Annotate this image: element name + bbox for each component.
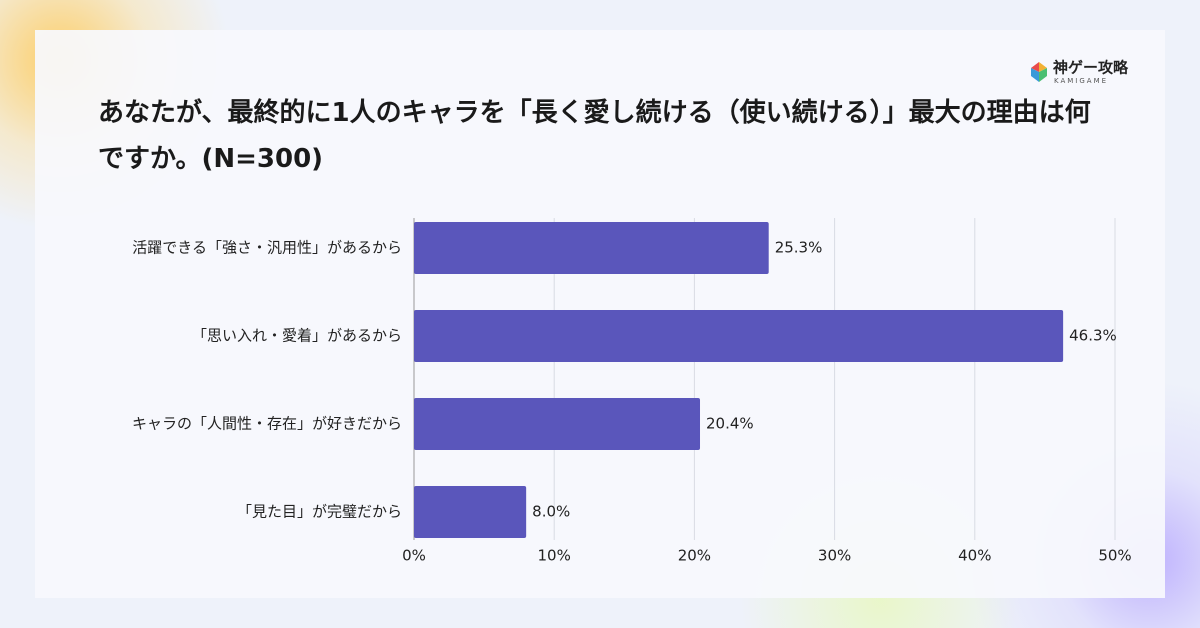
logo-text: 神ゲー攻略 <box>1053 59 1129 77</box>
x-tick-label: 0% <box>402 547 426 565</box>
bar <box>414 398 701 450</box>
chart-title: あなたが、最終的に1人のキャラを「長く愛し続ける（使い続ける）」最大の理由は何で… <box>98 98 1091 174</box>
value-label: 25.3% <box>775 239 823 257</box>
bar <box>414 310 1064 362</box>
y-tick-label: 活躍できる「強さ・汎用性」があるから <box>132 239 402 257</box>
x-tick-label: 50% <box>1098 547 1131 565</box>
value-label: 20.4% <box>706 415 754 433</box>
value-label: 46.3% <box>1069 327 1117 345</box>
x-tick-label: 20% <box>678 547 711 565</box>
logo-icon <box>1031 62 1047 82</box>
bar <box>414 486 527 538</box>
y-tick-label: 「思い入れ・愛着」があるから <box>192 327 402 345</box>
x-tick-label: 40% <box>958 547 991 565</box>
x-tick-label: 10% <box>538 547 571 565</box>
y-tick-label: キャラの「人間性・存在」が好きだから <box>132 415 402 433</box>
x-tick-label: 30% <box>818 547 851 565</box>
bar <box>414 222 769 274</box>
value-label: 8.0% <box>532 503 570 521</box>
y-tick-label: 「見た目」が完璧だから <box>237 503 402 521</box>
logo-sub: KAMIGAME <box>1054 77 1108 85</box>
